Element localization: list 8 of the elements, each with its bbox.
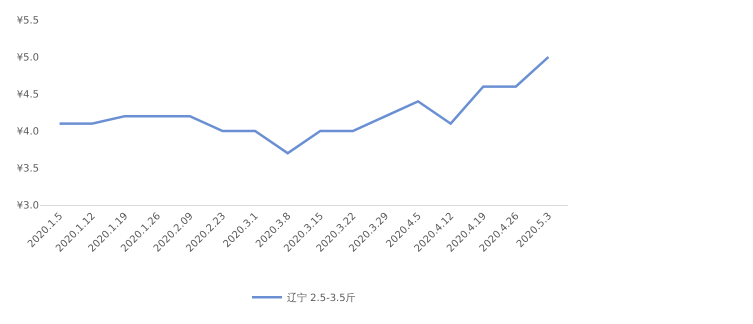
y-tick-label: ¥3.0 — [16, 200, 39, 212]
y-tick-label: ¥4.0 — [16, 126, 39, 138]
legend-label: 辽宁 2.5-3.5斤 — [287, 292, 356, 304]
y-tick-label: ¥4.5 — [16, 90, 39, 100]
line-series — [58, 56, 550, 154]
y-tick-label: ¥3.5 — [16, 164, 39, 174]
y-tick-label: ¥5.0 — [16, 52, 39, 64]
y-tick-label: ¥5.5 — [16, 16, 39, 26]
